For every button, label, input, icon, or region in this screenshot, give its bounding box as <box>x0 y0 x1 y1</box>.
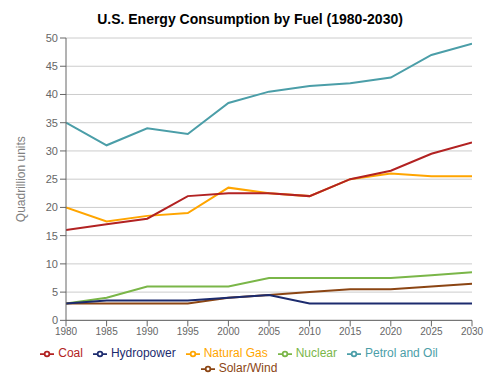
svg-text:0: 0 <box>52 314 58 326</box>
svg-text:1980: 1980 <box>55 326 78 337</box>
html-text:Natural Gas: Natural Gas <box>203 346 268 361</box>
svg-text:2020: 2020 <box>380 326 403 337</box>
svg-text:15: 15 <box>46 230 58 242</box>
html-text:Hydropower: Hydropower <box>110 346 176 361</box>
svg-text:2030: 2030 <box>461 326 484 337</box>
svg-text:2000: 2000 <box>217 326 240 337</box>
svg-text:2005: 2005 <box>258 326 281 337</box>
svg-text:1985: 1985 <box>95 326 118 337</box>
html-text:U.S. Energy Consumption by Fue: U.S. Energy Consumption by Fuel (1980-20… <box>97 11 403 27</box>
svg-text:10: 10 <box>46 258 58 270</box>
svg-text:2010: 2010 <box>298 326 321 337</box>
html-text:Solar/Wind: Solar/Wind <box>218 361 278 376</box>
svg-text:25: 25 <box>46 173 58 185</box>
svg-text:2015: 2015 <box>339 326 362 337</box>
svg-text:2025: 2025 <box>420 326 443 337</box>
svg-text:40: 40 <box>46 88 58 100</box>
svg-text:1995: 1995 <box>177 326 200 337</box>
html-text:Coal: Coal <box>58 346 83 361</box>
svg-text:30: 30 <box>46 145 58 157</box>
svg-text:Quadrillion units: Quadrillion units <box>14 136 28 222</box>
svg-text:35: 35 <box>46 117 58 129</box>
svg-text:45: 45 <box>46 60 58 72</box>
html-text:Nuclear: Nuclear <box>295 346 337 361</box>
svg-text:5: 5 <box>52 286 58 298</box>
svg-text:20: 20 <box>46 201 58 213</box>
svg-text:50: 50 <box>46 32 58 44</box>
svg-text:1990: 1990 <box>136 326 159 337</box>
html-text:Petrol and Oil: Petrol and Oil <box>365 346 438 361</box>
